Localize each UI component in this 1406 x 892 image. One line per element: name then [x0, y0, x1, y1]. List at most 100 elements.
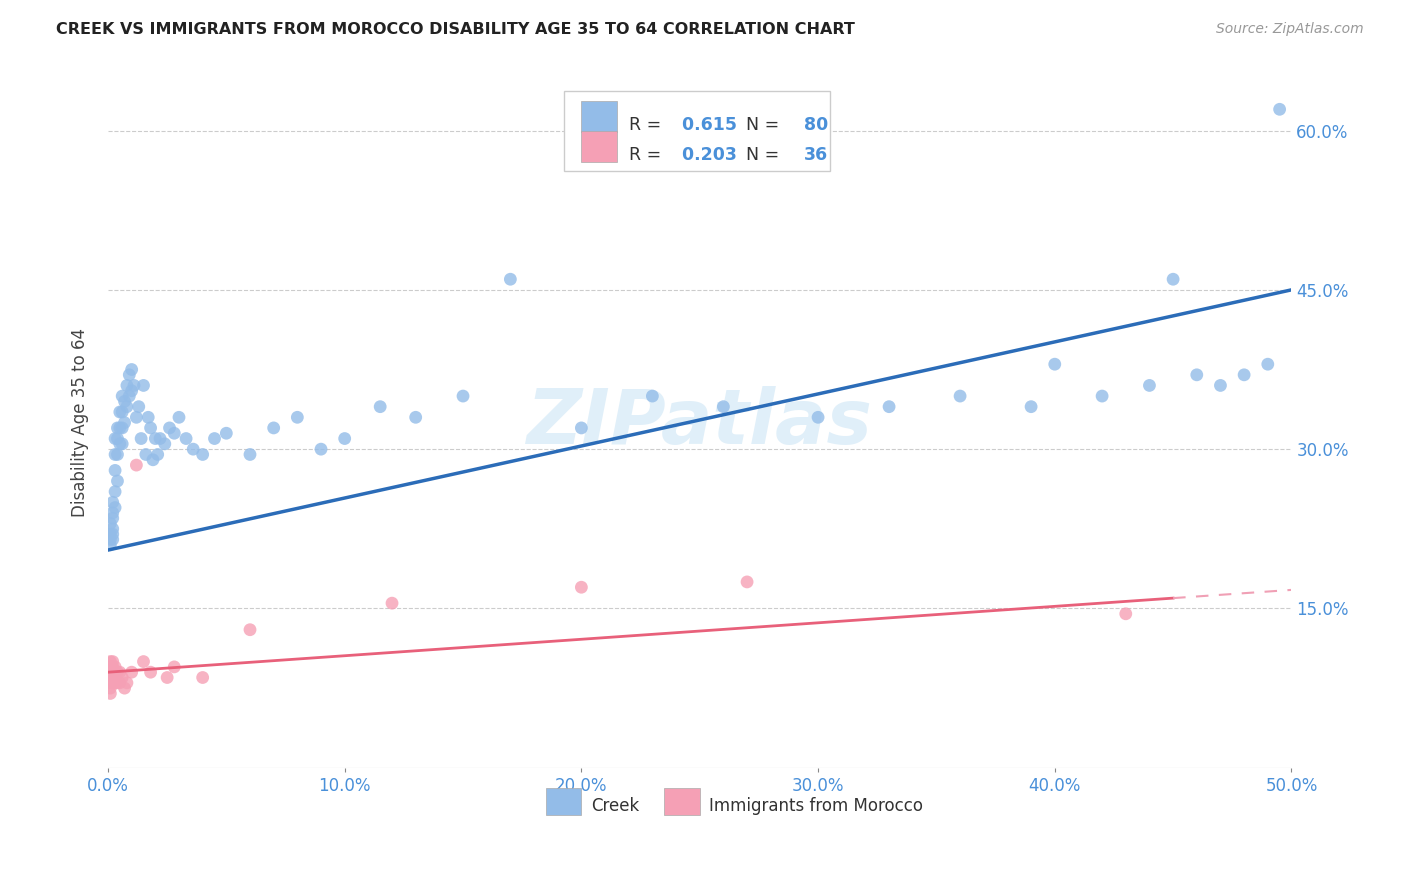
- Point: [1209, 378, 1232, 392]
- Point: [132, 378, 155, 392]
- Point: [114, 681, 136, 695]
- Point: [98, 665, 121, 680]
- Point: [107, 474, 129, 488]
- Point: [1185, 368, 1208, 382]
- Text: R =: R =: [628, 146, 666, 164]
- Point: [107, 447, 129, 461]
- Point: [128, 400, 150, 414]
- Text: N =: N =: [735, 116, 785, 134]
- Point: [111, 389, 134, 403]
- Point: [101, 495, 124, 509]
- Point: [98, 681, 121, 695]
- Point: [107, 432, 129, 446]
- Point: [98, 675, 121, 690]
- Point: [877, 400, 900, 414]
- Text: 36: 36: [804, 146, 828, 164]
- Point: [381, 596, 404, 610]
- Point: [368, 400, 391, 414]
- Point: [98, 527, 121, 541]
- Point: [191, 671, 214, 685]
- Y-axis label: Disability Age 35 to 64: Disability Age 35 to 64: [72, 328, 89, 517]
- Point: [949, 389, 972, 403]
- Point: [104, 484, 127, 499]
- Point: [499, 272, 522, 286]
- Point: [98, 655, 121, 669]
- Text: 80: 80: [804, 116, 828, 134]
- Point: [107, 421, 129, 435]
- Text: Source: ZipAtlas.com: Source: ZipAtlas.com: [1216, 22, 1364, 37]
- Point: [204, 432, 226, 446]
- Point: [114, 416, 136, 430]
- Point: [641, 389, 664, 403]
- FancyBboxPatch shape: [664, 789, 700, 814]
- Text: R =: R =: [628, 116, 666, 134]
- Point: [118, 368, 141, 382]
- Text: 0.615: 0.615: [676, 116, 737, 134]
- FancyBboxPatch shape: [564, 91, 830, 170]
- Point: [285, 410, 308, 425]
- Point: [215, 426, 238, 441]
- Point: [107, 675, 129, 690]
- Point: [239, 447, 262, 461]
- Point: [125, 410, 148, 425]
- Point: [156, 671, 179, 685]
- Point: [263, 421, 285, 435]
- Point: [1115, 607, 1137, 621]
- Text: ZIPatlas: ZIPatlas: [527, 385, 873, 459]
- Point: [129, 432, 152, 446]
- Point: [98, 671, 121, 685]
- Point: [111, 405, 134, 419]
- Point: [1139, 378, 1161, 392]
- Point: [136, 410, 159, 425]
- Point: [115, 400, 138, 414]
- Point: [108, 405, 131, 419]
- Point: [111, 437, 134, 451]
- Point: [101, 506, 124, 520]
- Point: [111, 671, 134, 685]
- Point: [115, 675, 138, 690]
- Point: [159, 421, 181, 435]
- Point: [149, 432, 172, 446]
- Point: [132, 655, 155, 669]
- Point: [405, 410, 427, 425]
- Point: [101, 665, 124, 680]
- Point: [108, 437, 131, 451]
- Point: [98, 516, 121, 531]
- Point: [111, 421, 134, 435]
- Text: 0.203: 0.203: [676, 146, 737, 164]
- Point: [115, 378, 138, 392]
- FancyBboxPatch shape: [581, 131, 617, 162]
- FancyBboxPatch shape: [546, 789, 581, 814]
- Point: [153, 437, 176, 451]
- Point: [713, 400, 735, 414]
- Point: [139, 665, 162, 680]
- Point: [121, 362, 143, 376]
- Point: [174, 432, 197, 446]
- Point: [101, 671, 124, 685]
- Point: [333, 432, 356, 446]
- Point: [735, 574, 758, 589]
- Point: [167, 410, 190, 425]
- Point: [163, 426, 186, 441]
- Point: [108, 421, 131, 435]
- Point: [1233, 368, 1256, 382]
- Point: [451, 389, 474, 403]
- Point: [569, 580, 592, 594]
- Point: [98, 660, 121, 674]
- Point: [569, 421, 592, 435]
- Point: [104, 432, 127, 446]
- Point: [114, 394, 136, 409]
- Point: [1043, 357, 1066, 371]
- Point: [108, 665, 131, 680]
- Point: [108, 675, 131, 690]
- Point: [101, 675, 124, 690]
- Point: [98, 538, 121, 552]
- Point: [191, 447, 214, 461]
- Point: [98, 665, 121, 680]
- Point: [807, 410, 830, 425]
- Point: [139, 421, 162, 435]
- Point: [98, 533, 121, 547]
- Point: [239, 623, 262, 637]
- Point: [1268, 103, 1291, 117]
- Point: [1019, 400, 1042, 414]
